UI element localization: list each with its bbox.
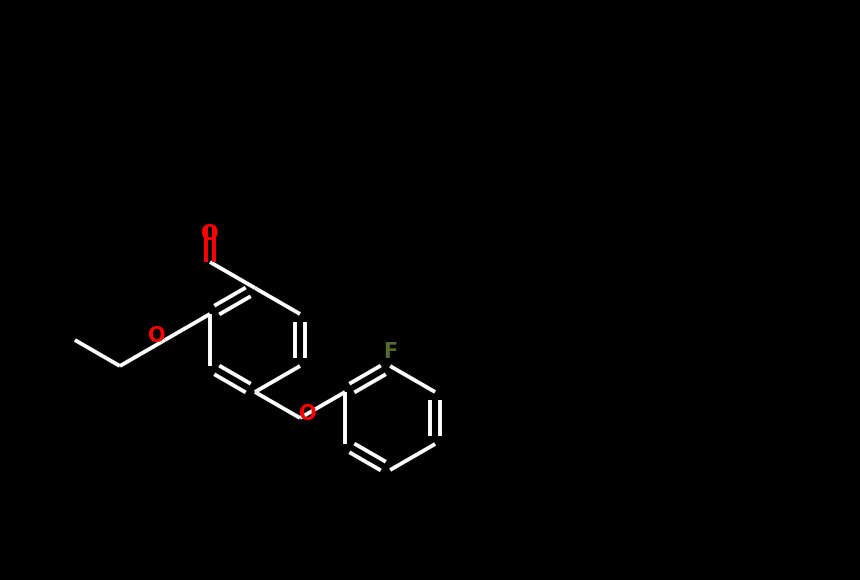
Text: O: O <box>299 404 316 424</box>
Text: O: O <box>148 326 166 346</box>
Text: O: O <box>201 224 218 244</box>
Text: F: F <box>383 342 397 362</box>
